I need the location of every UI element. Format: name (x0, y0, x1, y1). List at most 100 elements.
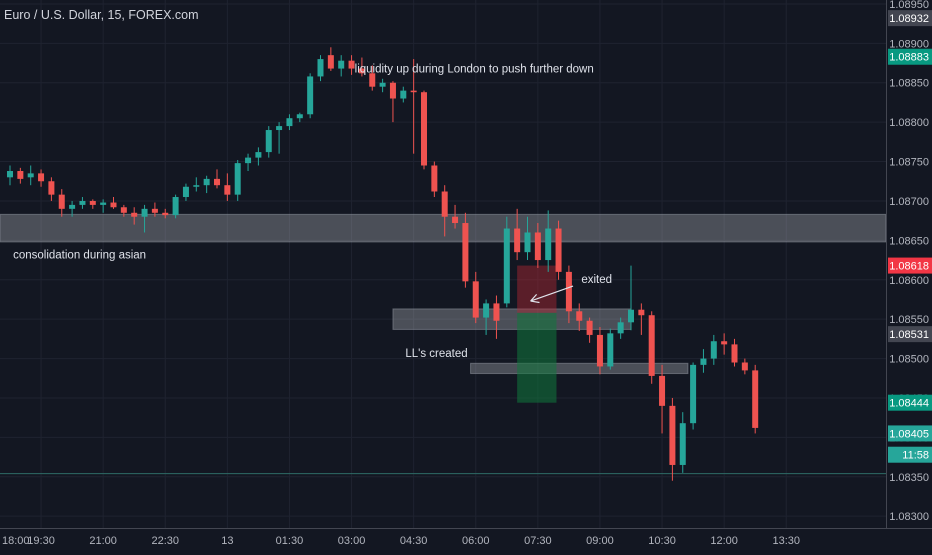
candle-body (741, 362, 748, 371)
annotation-arrow (530, 285, 574, 302)
y-tick-label: 1.08550 (889, 314, 929, 326)
price-label-text: 1.08531 (889, 329, 929, 341)
candle-body (514, 228, 521, 253)
price-label-text: 1.08883 (889, 52, 929, 64)
candle-body (752, 370, 759, 428)
candle-body (389, 82, 396, 99)
price-label-badge (888, 10, 932, 27)
candle-body (317, 59, 324, 77)
candles (7, 47, 759, 481)
y-tick-label: 1.08750 (889, 157, 929, 169)
candle-body (679, 423, 686, 465)
y-tick-label: 1.08800 (889, 117, 929, 129)
candle-body (214, 178, 220, 186)
candle-body (27, 173, 34, 178)
candle-body (296, 114, 303, 119)
candle-body (110, 202, 117, 208)
price-label-badge (888, 257, 932, 274)
candle-body (265, 130, 272, 153)
price-label-badge (888, 326, 932, 343)
candle-body (545, 228, 552, 261)
y-tick-label: 1.08600 (889, 275, 929, 287)
candle-body (141, 208, 148, 217)
candle-body (617, 322, 624, 334)
candle-body (607, 333, 614, 367)
candle-body (628, 309, 634, 323)
candle-body (48, 181, 55, 195)
candle-body (182, 186, 189, 198)
y-tick-label: 1.08650 (889, 235, 929, 247)
candle-body (89, 200, 96, 205)
y-tick-label: 1.08900 (889, 38, 929, 50)
candle-body (193, 185, 200, 187)
candle-body (638, 309, 645, 316)
candle-body (710, 341, 717, 359)
price-label-badge (888, 446, 932, 463)
candle-body (245, 157, 252, 164)
y-tick-label: 1.08350 (889, 472, 929, 484)
candle-body (58, 194, 65, 209)
price-zone (392, 308, 632, 330)
annotations: liquidity up during London to push furth… (13, 64, 612, 360)
annotation-arrow-head (530, 293, 538, 302)
price-zone (470, 362, 689, 375)
stop-loss-zone (517, 265, 557, 313)
annotation-text: liquidity up during London to push furth… (355, 64, 594, 76)
candle-body (348, 60, 355, 69)
x-tick-label: 12:00 (710, 535, 738, 547)
candle-body (131, 212, 138, 217)
candle-body (369, 73, 376, 87)
time-axis-background (0, 528, 932, 550)
x-tick-label: 10:30 (648, 535, 676, 547)
candle-body (338, 60, 345, 69)
candle-body (79, 200, 86, 205)
price-label-badge (888, 394, 932, 411)
x-tick-label: 19:30 (27, 535, 55, 547)
candle-body (100, 202, 107, 205)
candle-body (421, 92, 427, 166)
x-tick-label: 21:00 (89, 535, 117, 547)
candle-body (452, 216, 459, 224)
candle-body (441, 191, 448, 217)
take-profit-zone (517, 312, 557, 403)
grid (0, 0, 886, 528)
x-tick-label: 13 (221, 535, 233, 547)
candle-body (410, 90, 417, 93)
candle-body (555, 228, 562, 272)
y-tick-label: 1.08700 (889, 196, 929, 208)
x-tick-label: 07:30 (524, 535, 552, 547)
candle-body (276, 126, 283, 131)
price-zone (0, 213, 887, 243)
plot-background (0, 0, 886, 528)
candle-body (534, 232, 541, 261)
x-tick-label: 09:00 (586, 535, 614, 547)
candle-body (596, 334, 603, 367)
candle-body (731, 344, 738, 363)
candle-body (172, 197, 179, 216)
candle-body (648, 315, 655, 376)
candle-body (286, 118, 293, 127)
candle-body (234, 163, 241, 195)
y-tick-label: 1.08950 (889, 0, 929, 11)
x-tick-label: 22:30 (151, 535, 179, 547)
annotation-text: LL's created (405, 348, 467, 360)
price-label-text: 1.08932 (889, 13, 929, 25)
candle-body (379, 82, 386, 87)
candle-body (576, 311, 583, 321)
short-position-tool[interactable] (517, 265, 557, 403)
x-tick-label: 06:00 (462, 535, 490, 547)
candle-body (659, 375, 666, 406)
annotation-text: exited (581, 274, 612, 286)
x-tick-label: 01:30 (276, 535, 304, 547)
candle-body (151, 208, 158, 213)
x-tick-label: 04:30 (400, 535, 428, 547)
candle-body (17, 171, 24, 179)
candle-body (493, 303, 500, 321)
candle-body (7, 171, 13, 178)
price-label-text: 1.08405 (889, 428, 929, 440)
candle-body (327, 55, 334, 69)
x-tick-label: 13:30 (772, 535, 800, 547)
